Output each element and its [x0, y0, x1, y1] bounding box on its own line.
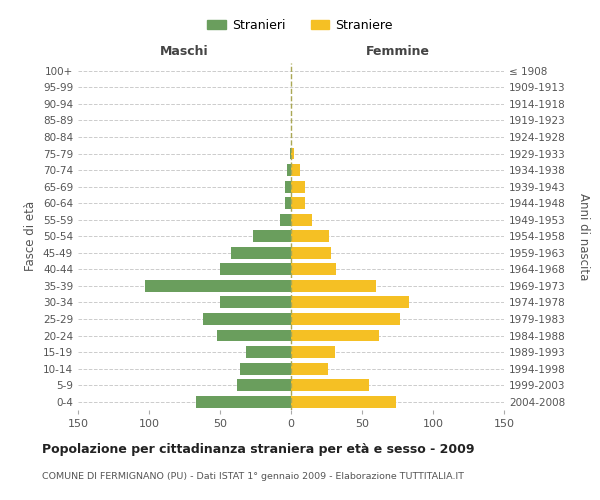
- Bar: [286, 197, 291, 209]
- Bar: [290, 148, 291, 160]
- Bar: [291, 214, 313, 226]
- Bar: [145, 280, 291, 292]
- Bar: [291, 264, 337, 276]
- Bar: [291, 346, 335, 358]
- Y-axis label: Fasce di età: Fasce di età: [25, 201, 37, 272]
- Bar: [286, 180, 291, 192]
- Bar: [217, 330, 291, 342]
- Bar: [291, 148, 294, 160]
- Bar: [291, 362, 328, 374]
- Bar: [291, 164, 299, 176]
- Bar: [291, 379, 369, 391]
- Bar: [291, 330, 379, 342]
- Bar: [291, 280, 376, 292]
- Bar: [220, 264, 291, 276]
- Text: COMUNE DI FERMIGNANO (PU) - Dati ISTAT 1° gennaio 2009 - Elaborazione TUTTITALIA: COMUNE DI FERMIGNANO (PU) - Dati ISTAT 1…: [42, 472, 464, 481]
- Bar: [240, 362, 291, 374]
- Bar: [291, 180, 305, 192]
- Bar: [253, 230, 291, 242]
- Bar: [291, 230, 329, 242]
- Bar: [245, 346, 291, 358]
- Bar: [291, 247, 331, 259]
- Bar: [232, 247, 291, 259]
- Text: Popolazione per cittadinanza straniera per età e sesso - 2009: Popolazione per cittadinanza straniera p…: [42, 442, 475, 456]
- Bar: [291, 197, 305, 209]
- Bar: [203, 313, 291, 325]
- Y-axis label: Anni di nascita: Anni di nascita: [577, 192, 590, 280]
- Bar: [287, 164, 291, 176]
- Bar: [220, 296, 291, 308]
- Bar: [291, 313, 400, 325]
- Bar: [291, 296, 409, 308]
- Bar: [237, 379, 291, 391]
- Bar: [291, 396, 396, 407]
- Bar: [196, 396, 291, 407]
- Bar: [280, 214, 291, 226]
- Legend: Stranieri, Straniere: Stranieri, Straniere: [202, 14, 398, 37]
